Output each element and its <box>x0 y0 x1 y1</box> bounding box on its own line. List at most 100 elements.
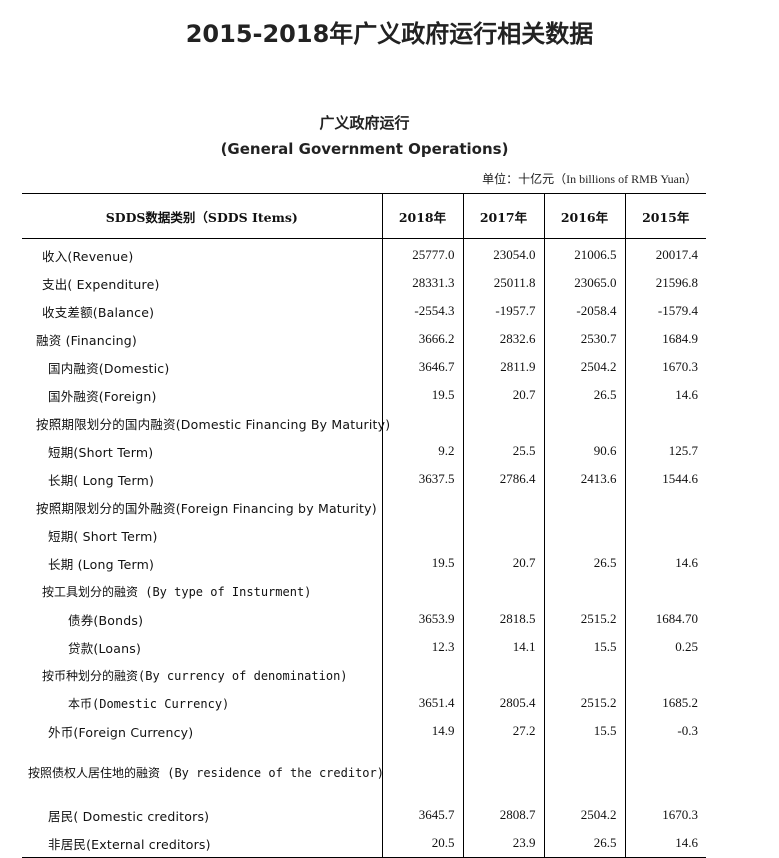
table-row: 贷款(Loans) 12.3 14.1 15.5 0.25 <box>22 633 706 661</box>
table-row: 长期 (Long Term) 19.5 20.7 26.5 14.6 <box>22 549 706 577</box>
row-label: 按照期限划分的国内融资(Domestic Financing By Maturi… <box>36 416 391 432</box>
cell-value: 2515.2 <box>543 605 625 633</box>
table-row: 支出( Expenditure) 28331.3 25011.8 23065.0 215… <box>22 269 706 297</box>
cell-value: 14.1 <box>462 633 544 661</box>
cell-value: 26.5 <box>543 829 625 858</box>
table-row: 国外融资(Foreign) 19.5 20.7 26.5 14.6 <box>22 381 706 409</box>
row-label: 贷款(Loans) <box>68 640 142 656</box>
cell-value: 2530.7 <box>543 325 625 353</box>
cell-value: 3653.9 <box>381 605 463 633</box>
cell-value: 3666.2 <box>381 325 463 353</box>
cell-value <box>462 661 544 689</box>
header-2015: 2015年 <box>624 193 706 239</box>
cell-value: 25777.0 <box>381 238 463 269</box>
cell-value: 0.25 <box>624 633 706 661</box>
cell-value: -1957.7 <box>462 297 544 325</box>
cell-value: 28331.3 <box>381 269 463 297</box>
cell-value: 25.5 <box>462 437 544 465</box>
cell-value: 15.5 <box>543 633 625 661</box>
row-label: 债券(Bonds) <box>68 612 144 628</box>
cell-value <box>381 661 463 689</box>
cell-value: 1684.70 <box>624 605 706 633</box>
table-row: 债券(Bonds) 3653.9 2818.5 2515.2 1684.70 <box>22 605 706 633</box>
cell-value: 23054.0 <box>462 238 544 269</box>
cell-value <box>624 745 706 801</box>
cell-value: 19.5 <box>381 381 463 409</box>
row-label: 短期(Short Term) <box>48 444 154 460</box>
gov-operations-table: SDDS数据类别（SDDS Items) 2018年 2017年 2016年 2… <box>22 193 706 858</box>
unit-label: 单位：十亿元（In billions of RMB Yuan） <box>482 172 697 186</box>
cell-value <box>543 661 625 689</box>
cell-value: 14.6 <box>624 549 706 577</box>
cell-value: 2786.4 <box>462 465 544 493</box>
cell-value: 26.5 <box>543 381 625 409</box>
cell-value: 14.6 <box>624 829 706 858</box>
cell-value: 14.9 <box>381 717 463 745</box>
row-label: 居民( Domestic creditors) <box>48 808 210 824</box>
cell-value: 2818.5 <box>462 605 544 633</box>
table-row: 本币(Domestic Currency) 3651.4 2805.4 2515.2 1… <box>22 689 706 717</box>
cell-value: 2515.2 <box>543 689 625 717</box>
row-label: 按币种划分的融资(By currency of denomination) <box>42 668 348 683</box>
cell-value <box>381 745 463 801</box>
cell-value: 19.5 <box>381 549 463 577</box>
cell-value: -2058.4 <box>543 297 625 325</box>
cell-value <box>624 577 706 605</box>
row-label: 长期( Long Term) <box>48 472 155 488</box>
table-row: 长期( Long Term) 3637.5 2786.4 2413.6 1544.6 <box>22 465 706 493</box>
cell-value: 2832.6 <box>462 325 544 353</box>
header-items: SDDS数据类别（SDDS Items) <box>22 193 382 239</box>
cell-value <box>381 409 463 437</box>
cell-value: -1579.4 <box>624 297 706 325</box>
table-row: 国内融资(Domestic) 3646.7 2811.9 2504.2 1670.3 <box>22 353 706 381</box>
cell-value <box>462 493 544 521</box>
cell-value <box>381 493 463 521</box>
table-row: 按照期限划分的国内融资(Domestic Financing By Maturi… <box>22 409 706 437</box>
table-row: 收支差额(Balance) -2554.3 -1957.7 -2058.4 -1579.… <box>22 297 706 325</box>
cell-value: 9.2 <box>381 437 463 465</box>
cell-value: 3651.4 <box>381 689 463 717</box>
cell-value: 14.6 <box>624 381 706 409</box>
cell-value <box>462 577 544 605</box>
cell-value: 3646.7 <box>381 353 463 381</box>
cell-value: 20017.4 <box>624 238 706 269</box>
cell-value <box>543 521 625 549</box>
row-label: 收入(Revenue) <box>42 248 134 264</box>
header-2016: 2016年 <box>543 193 625 239</box>
cell-value: 1670.3 <box>624 353 706 381</box>
table-row: 按币种划分的融资(By currency of denomination) <box>22 661 706 689</box>
row-label: 按工具划分的融资 (By type of Insturment) <box>42 584 312 599</box>
table-row: 融资 (Financing) 3666.2 2832.6 2530.7 1684.9 <box>22 325 706 353</box>
cell-value <box>462 745 544 801</box>
cell-value: 90.6 <box>543 437 625 465</box>
cell-value: 20.7 <box>462 549 544 577</box>
cell-value <box>624 521 706 549</box>
table-row: 短期( Short Term) <box>22 521 706 549</box>
cell-value: 12.3 <box>381 633 463 661</box>
cell-value <box>543 493 625 521</box>
cell-value: 2811.9 <box>462 353 544 381</box>
header-2017: 2017年 <box>462 193 544 239</box>
cell-value: 23.9 <box>462 829 544 858</box>
cell-value: 23065.0 <box>543 269 625 297</box>
cell-value: 125.7 <box>624 437 706 465</box>
cell-value: 2808.7 <box>462 801 544 829</box>
table-subtitle-zh: 广义政府运行 <box>319 114 410 132</box>
cell-value: 21596.8 <box>624 269 706 297</box>
cell-value <box>381 577 463 605</box>
table-subtitle-en: (General Government Operations) <box>220 140 509 158</box>
cell-value: 20.5 <box>381 829 463 858</box>
cell-value <box>381 521 463 549</box>
page-title: 2015-2018年广义政府运行相关数据 <box>185 20 594 48</box>
cell-value <box>624 493 706 521</box>
cell-value <box>543 409 625 437</box>
cell-value: 20.7 <box>462 381 544 409</box>
cell-value: 3637.5 <box>381 465 463 493</box>
cell-value <box>462 521 544 549</box>
row-label: 国内融资(Domestic) <box>48 360 170 376</box>
table-row: 按照期限划分的国外融资(Foreign Financing by Maturit… <box>22 493 706 521</box>
row-label: 按照期限划分的国外融资(Foreign Financing by Maturit… <box>36 500 377 516</box>
row-label: 长期 (Long Term) <box>48 556 155 572</box>
cell-value: 2413.6 <box>543 465 625 493</box>
row-label: 收支差额(Balance) <box>42 304 155 320</box>
